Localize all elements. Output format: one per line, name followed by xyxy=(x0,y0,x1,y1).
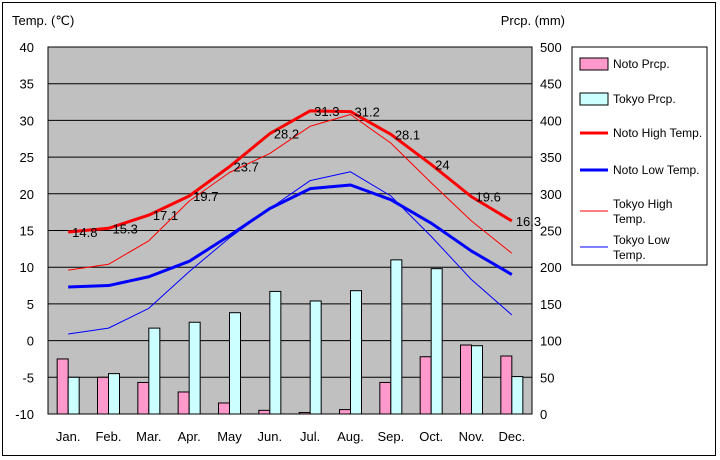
legend-label: Noto Low Temp. xyxy=(613,163,700,177)
x-tick-label: Jul. xyxy=(300,429,320,444)
tokyo-high-temp-line xyxy=(68,114,513,271)
plot-border xyxy=(47,46,533,415)
left-tick-label: 25 xyxy=(20,150,34,165)
temperature-lines xyxy=(68,109,513,335)
legend-label: Tokyo High Temp. xyxy=(613,197,672,226)
x-tick-label: Aug. xyxy=(337,429,364,444)
noto-precip-bar xyxy=(177,391,190,415)
x-axis-ticks: Jan. Feb. Mar. Apr. May Jun. Jul. Aug. Sep. Oct. N… xyxy=(56,429,525,444)
right-tick-label: 0 xyxy=(540,407,547,422)
x-tick-label: Jun. xyxy=(258,429,283,444)
tokyo-precip-bar xyxy=(511,376,524,415)
left-tick-label: 5 xyxy=(27,297,34,312)
left-tick-label: -5 xyxy=(22,370,34,385)
legend-label-line: Tokyo Low xyxy=(613,233,670,247)
right-tick-label: 150 xyxy=(540,297,562,312)
grid-lines xyxy=(48,83,532,378)
noto-high-data-label: 31.3 xyxy=(314,104,339,119)
right-tick-label: 500 xyxy=(540,40,562,55)
legend-label: Noto High Temp. xyxy=(613,126,702,140)
x-tick-label: Mar. xyxy=(136,429,161,444)
tokyo-precip-bar xyxy=(269,290,282,415)
left-tick-label: 35 xyxy=(20,77,34,92)
right-tick-label: 450 xyxy=(540,77,562,92)
x-tick-label: May xyxy=(217,429,242,444)
noto-high-data-label: 24 xyxy=(435,157,449,172)
noto-high-data-label: 31.2 xyxy=(355,105,380,120)
right-tick-label: 350 xyxy=(540,150,562,165)
noto-high-data-label: 19.6 xyxy=(476,190,501,205)
noto-high-data-label: 28.1 xyxy=(395,127,420,142)
noto-high-data-label: 17.1 xyxy=(153,208,178,223)
noto-high-data-label: 15.3 xyxy=(113,221,138,236)
tokyo-low-temp-line xyxy=(68,171,513,335)
noto-precip-bar xyxy=(218,402,230,415)
legend-label: Tokyo Low Temp. xyxy=(613,233,670,262)
noto-precip-bar xyxy=(97,376,109,415)
legend-label-line: Temp. xyxy=(613,212,646,226)
noto-high-temp-line xyxy=(68,109,513,234)
right-tick-label: 250 xyxy=(540,224,562,239)
tokyo-precip-bar xyxy=(188,321,201,415)
left-tick-label: 15 xyxy=(20,224,34,239)
right-tick-label: 100 xyxy=(540,334,562,349)
tokyo-precip-bar xyxy=(229,312,241,415)
noto-high-data-label: 16.3 xyxy=(516,214,541,229)
legend-label: Noto Prcp. xyxy=(613,57,670,71)
noto-high-data-label: 28.2 xyxy=(274,127,299,142)
legend-swatch xyxy=(579,57,609,71)
legend-label-line: Tokyo High xyxy=(613,197,672,211)
left-axis-title: Temp. (℃) xyxy=(12,13,74,28)
noto-low-temp-line xyxy=(68,183,513,289)
right-tick-label: 50 xyxy=(540,370,554,385)
x-tick-label: Sep. xyxy=(377,429,404,444)
right-tick-label: 300 xyxy=(540,187,562,202)
tokyo-precip-bar xyxy=(67,376,80,415)
left-tick-label: -10 xyxy=(15,407,34,422)
right-tick-label: 200 xyxy=(540,260,562,275)
legend-label: Tokyo Prcp. xyxy=(613,92,676,106)
left-tick-label: 40 xyxy=(20,40,34,55)
left-tick-label: 10 xyxy=(20,260,34,275)
noto-precip-bar xyxy=(379,381,392,415)
x-tick-label: Nov. xyxy=(459,429,485,444)
legend-swatch xyxy=(579,92,609,106)
noto-precip-bar xyxy=(419,356,432,415)
noto-precip-bar xyxy=(500,355,513,415)
left-tick-label: 20 xyxy=(20,187,34,202)
x-tick-label: Feb. xyxy=(95,429,121,444)
legend-box xyxy=(571,46,708,266)
x-tick-label: Jan. xyxy=(56,429,81,444)
x-tick-label: Oct. xyxy=(419,429,443,444)
left-axis-ticks: 40 35 30 25 20 15 10 5 0 -5 -10 xyxy=(15,40,34,422)
right-tick-label: 400 xyxy=(540,113,562,128)
tokyo-precip-bar xyxy=(108,373,120,415)
tokyo-precip-bar xyxy=(309,300,322,415)
tokyo-precip-bar xyxy=(350,290,362,415)
data-labels: 14.8 15.3 17.1 19.7 23.7 28.2 31.3 31.2 28.1 24 19… xyxy=(72,104,541,240)
noto-precip-bar xyxy=(137,381,150,415)
right-axis-title: Prcp. (mm) xyxy=(501,13,565,28)
left-tick-label: 30 xyxy=(20,113,34,128)
legend-label-line: Temp. xyxy=(613,248,646,262)
noto-high-data-label: 19.7 xyxy=(193,189,218,204)
tokyo-precip-bar xyxy=(430,268,443,415)
legend: Noto Prcp. Tokyo Prcp. Noto High Temp. Noto… xyxy=(571,46,708,266)
x-tick-label: Dec. xyxy=(498,429,525,444)
x-tick-label: Apr. xyxy=(178,429,201,444)
tokyo-precip-bar xyxy=(471,345,483,415)
noto-precip-bar xyxy=(339,409,351,415)
noto-high-data-label: 23.7 xyxy=(234,160,259,175)
left-tick-label: 0 xyxy=(27,334,34,349)
noto-precip-bar xyxy=(258,409,271,415)
tokyo-precip-bar xyxy=(148,327,161,415)
tokyo-precip-bar xyxy=(390,259,403,415)
noto-precip-bar xyxy=(460,344,472,415)
noto-high-data-label: 14.8 xyxy=(72,225,97,240)
noto-precip-bar xyxy=(56,358,69,415)
